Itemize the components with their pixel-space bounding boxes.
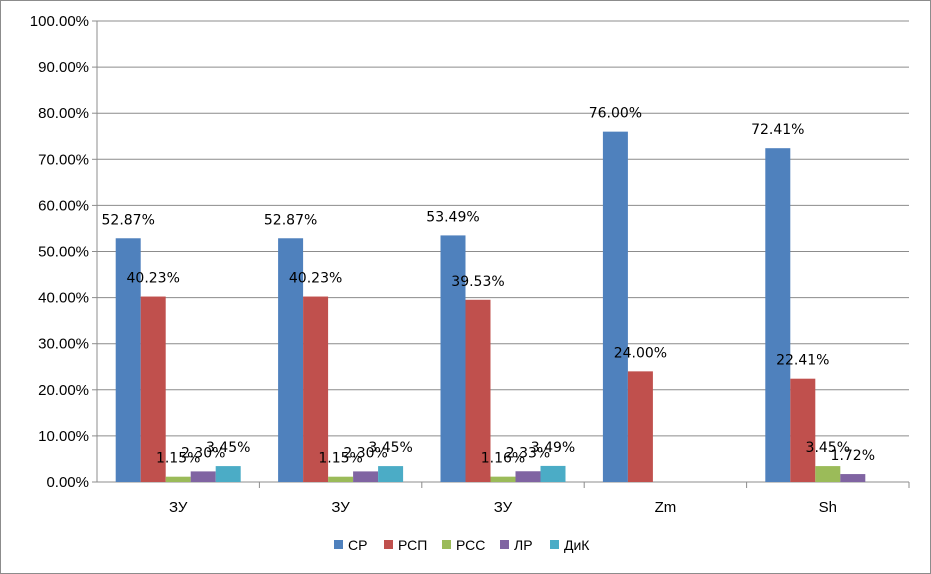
bar	[627, 371, 653, 482]
bar	[353, 471, 379, 482]
data-label: 2.30%	[343, 445, 387, 461]
x-tick-label: ЗУ	[331, 499, 350, 516]
data-label: 40.23%	[127, 271, 180, 287]
y-tick-label: 40.00%	[38, 290, 89, 307]
data-label: 2.33%	[506, 445, 550, 461]
legend-label: ДиК	[564, 537, 590, 553]
data-label: 76.00%	[589, 106, 642, 122]
data-label: 1.15%	[156, 451, 200, 467]
legend-label: РСС	[456, 537, 485, 553]
bar	[190, 471, 216, 482]
legend-swatch	[550, 540, 559, 549]
legend-label: ЛР	[514, 537, 533, 553]
data-label: 3.45%	[806, 440, 850, 456]
bar	[378, 466, 404, 482]
legend-label: РСП	[398, 537, 427, 553]
bar	[278, 238, 304, 482]
y-tick-label: 50.00%	[38, 244, 89, 261]
x-tick-label: ЗУ	[169, 499, 188, 516]
legend-label: СР	[348, 537, 367, 553]
bar	[215, 466, 241, 482]
bar	[790, 378, 816, 482]
bar	[490, 476, 516, 482]
bar	[602, 131, 628, 482]
data-label: 72.41%	[751, 122, 804, 138]
y-tick-label: 70.00%	[38, 151, 89, 168]
data-label: 39.53%	[451, 274, 504, 290]
bar	[165, 476, 191, 482]
data-label: 52.87%	[102, 212, 155, 228]
y-tick-label: 0.00%	[46, 474, 89, 491]
x-tick-label: ЗУ	[494, 499, 513, 516]
data-label: 24.00%	[614, 345, 667, 361]
data-label: 1.15%	[318, 451, 362, 467]
y-tick-label: 60.00%	[38, 197, 89, 214]
legend-swatch	[334, 540, 343, 549]
bar	[303, 296, 329, 482]
y-tick-label: 80.00%	[38, 105, 89, 122]
bar	[540, 465, 566, 482]
legend-swatch	[442, 540, 451, 549]
legend-swatch	[384, 540, 393, 549]
data-label: 22.41%	[776, 353, 829, 369]
bar	[440, 235, 466, 482]
data-label: 40.23%	[289, 271, 342, 287]
y-tick-label: 20.00%	[38, 382, 89, 399]
x-tick-label: Zm	[655, 499, 677, 516]
data-label: 52.87%	[264, 212, 317, 228]
y-tick-label: 90.00%	[38, 59, 89, 76]
data-label: 3.45%	[206, 440, 250, 456]
y-tick-label: 100.00%	[30, 13, 89, 30]
bar	[115, 238, 141, 482]
data-label: 3.49%	[531, 440, 575, 456]
data-label: 3.45%	[368, 440, 412, 456]
data-label: 53.49%	[426, 209, 479, 225]
bar	[515, 471, 541, 482]
bar	[465, 299, 491, 482]
x-tick-label: Sh	[819, 499, 837, 516]
legend-swatch	[500, 540, 509, 549]
y-tick-label: 10.00%	[38, 428, 89, 445]
bar	[765, 148, 791, 483]
bar	[840, 474, 866, 482]
bar	[815, 466, 841, 482]
data-label: 2.30%	[181, 445, 225, 461]
data-label: 1.16%	[481, 451, 525, 467]
data-label: 1.72%	[831, 448, 875, 464]
bar	[140, 296, 166, 482]
bar	[328, 476, 354, 482]
y-tick-label: 30.00%	[38, 336, 89, 353]
